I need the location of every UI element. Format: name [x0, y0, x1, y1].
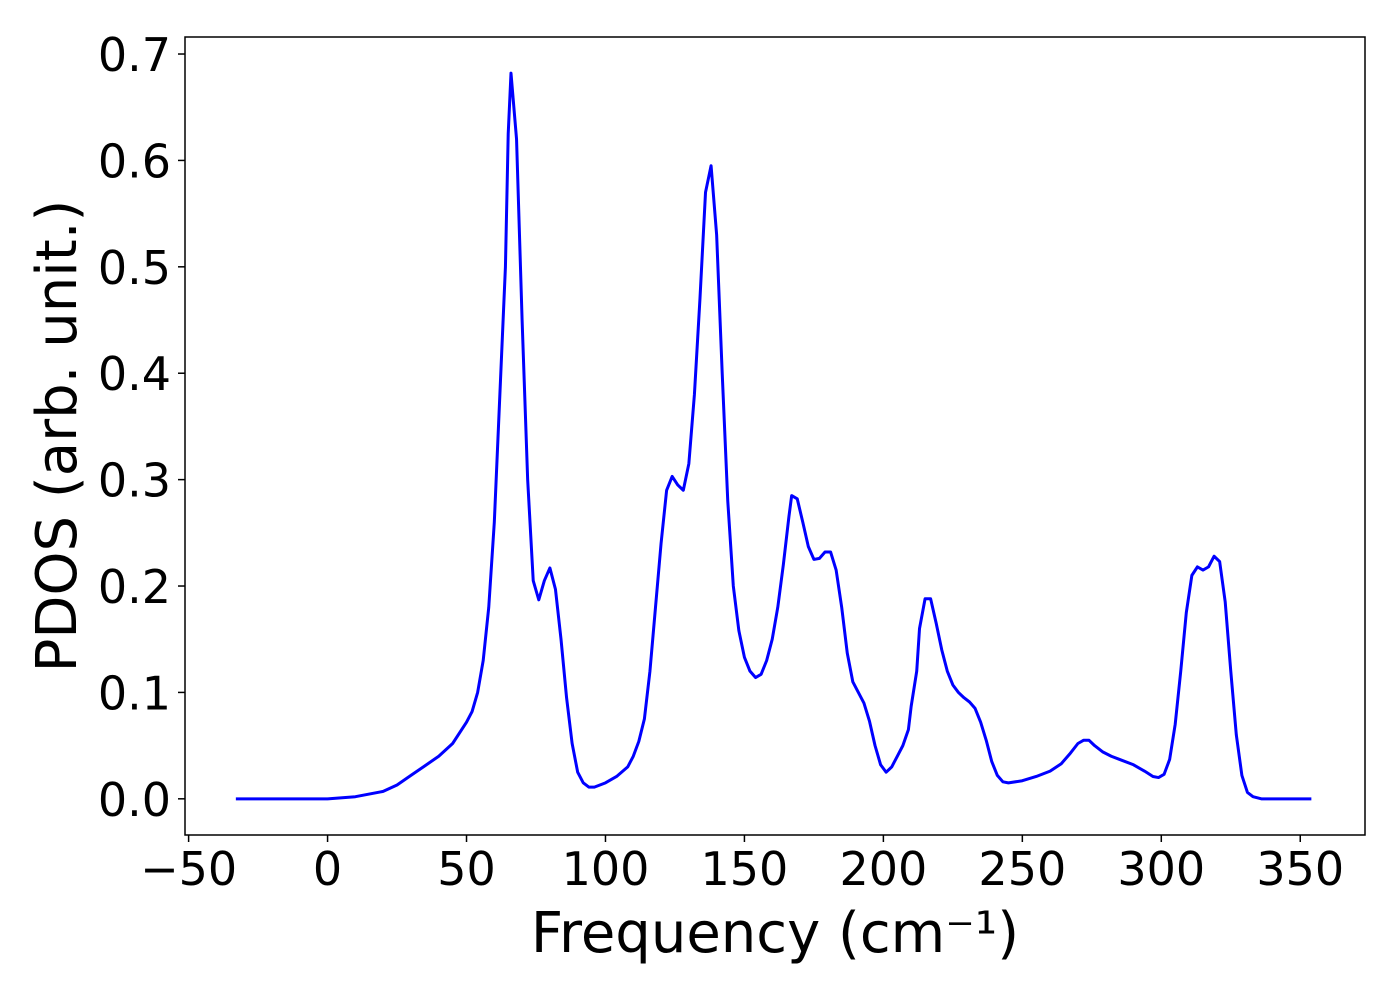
y-tick-label: 0.6: [98, 134, 171, 188]
x-tick-label: 0: [313, 842, 342, 896]
x-tick-label: 50: [437, 842, 496, 896]
plot-frame: [184, 36, 1366, 836]
x-tick-label: 200: [839, 842, 927, 896]
x-tick-label: 150: [701, 842, 789, 896]
x-tick-label: 100: [562, 842, 650, 896]
x-tick-label: 250: [978, 842, 1066, 896]
y-tick-label: 0.0: [98, 773, 171, 827]
line-series: [235, 71, 1312, 801]
y-tick-label: 0.5: [98, 241, 171, 295]
x-tick-label: −50: [140, 842, 237, 896]
y-axis-label: PDOS (arb. unit.): [25, 200, 90, 673]
y-tick-label: 0.4: [98, 347, 171, 401]
y-tick-label: 0.2: [98, 560, 171, 614]
y-tick-label: 0.3: [98, 454, 171, 508]
x-axis-label: Frequency (cm⁻¹): [531, 901, 1019, 966]
x-tick-label: 350: [1256, 842, 1344, 896]
y-tick-label: 0.1: [98, 666, 171, 720]
y-tick-label: 0.7: [98, 28, 171, 82]
x-tick-label: 300: [1117, 842, 1205, 896]
